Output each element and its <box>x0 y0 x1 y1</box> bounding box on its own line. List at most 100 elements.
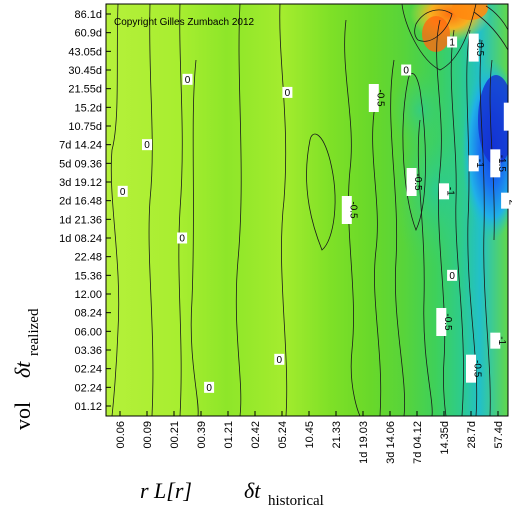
x-tick-label: 02.42 <box>250 421 262 449</box>
contour-label: -0.5 <box>436 308 453 336</box>
contour-label-text: -1.5 <box>496 155 507 173</box>
y-tick-label: 86.1d <box>74 9 102 21</box>
contour-label-bg <box>274 353 285 365</box>
x-axis-prefix: r L[r] <box>140 478 192 503</box>
y-tick-label: 03.36 <box>74 345 102 357</box>
x-tick-label: 10.45 <box>304 421 316 449</box>
contour-label-bg <box>142 139 152 151</box>
contour-label-bg <box>439 183 449 200</box>
contour-label: 0 <box>447 269 458 282</box>
contour-label: -0.5 <box>466 354 483 383</box>
contour-label-text: 0 <box>449 271 455 282</box>
contour-label: -0.5 <box>341 196 358 224</box>
contour-label: 0 <box>204 381 215 394</box>
contour-label-bg <box>117 185 128 197</box>
x-axis-title: r L[r] δt historical <box>140 478 324 509</box>
contour-label: 1 <box>447 36 458 49</box>
contour-label-bg <box>447 36 458 48</box>
y-tick-label: 15.2d <box>74 102 102 114</box>
contour-label: 0 <box>117 185 128 198</box>
contour-label-bg <box>447 269 458 281</box>
contour-label-bg <box>501 192 512 209</box>
contour-label-bg <box>468 33 479 62</box>
contour-label-text: 0 <box>285 88 291 99</box>
contour-label: -0.5 <box>468 33 485 62</box>
x-tick-label: 57.4d <box>493 421 505 449</box>
y-tick-label: 06.00 <box>74 326 102 338</box>
y-tick-label: 2d 16.48 <box>59 196 102 208</box>
x-tick-label: 00.39 <box>196 421 208 449</box>
contour-label: -1.5 <box>490 149 507 178</box>
y-tick-label: 1d 21.36 <box>59 214 102 226</box>
contour-label-text: -0.5 <box>442 313 453 331</box>
x-tick-label: 1d 19.03 <box>358 421 370 464</box>
y-tick-label: 12.00 <box>74 289 102 301</box>
contour-label: 0 <box>274 353 285 366</box>
contour-label-text: 0 <box>206 383 212 394</box>
contour-label-text: -1 <box>474 159 485 168</box>
contour-lines <box>110 4 508 416</box>
contour-label-bg <box>282 86 293 98</box>
contour-label-text: -0.5 <box>472 360 483 378</box>
contour-label-text: -1 <box>496 336 507 345</box>
x-tick-label: 00.21 <box>169 421 181 449</box>
contour-label: 0 <box>182 73 193 86</box>
contour-label: -2 <box>501 192 512 209</box>
x-axis-ticks: 00.06 00.09 00.21 00.39 01.21 02.42 05.24 10.45… <box>115 411 505 464</box>
contour-label-bg <box>406 168 417 196</box>
copyright-text: Copyright Gilles Zumbach 2012 <box>114 17 255 28</box>
contour-label: -1 <box>490 332 507 349</box>
contour-label-text: -0.5 <box>347 201 358 219</box>
contour-label-bg <box>490 332 501 349</box>
y-tick-label: 1d 08.24 <box>59 233 102 245</box>
y-tick-label: 02.24 <box>74 364 102 376</box>
x-tick-label: 28.7d <box>466 421 478 449</box>
contour-label-text: -0.5 <box>474 39 485 57</box>
y-axis-subscript: realized <box>26 308 42 356</box>
contour-label: -0.5 <box>368 84 385 112</box>
contour-label-bg <box>490 149 501 178</box>
y-tick-label: 01.12 <box>74 401 102 413</box>
contour-label: -0.5 <box>406 168 423 196</box>
y-tick-label: 10.75d <box>68 121 102 133</box>
contour-label-bg <box>436 308 447 336</box>
contour-label-bg <box>466 354 476 383</box>
contour-label-text: 1 <box>449 38 455 49</box>
y-tick-label: 3d 19.12 <box>59 177 102 189</box>
x-tick-label: 3d 14.06 <box>385 421 397 464</box>
contour-label-bg <box>177 232 188 244</box>
contour-label-bg <box>341 196 352 224</box>
contour-label-text: 0 <box>144 140 150 151</box>
y-tick-label: 02.24 <box>74 382 102 394</box>
y-tick-label: 43.05d <box>68 46 102 58</box>
contour-label-text: -1 <box>445 187 456 196</box>
y-tick-label: 60.9d <box>74 28 102 40</box>
y-axis-ticks: 86.1d 60.9d 43.05d 30.45d 21.55d 15.2d 10.75d 7… <box>59 9 111 413</box>
x-tick-label: 21.33 <box>331 421 343 449</box>
contour-label-bg <box>401 64 412 76</box>
x-axis-subscript: historical <box>268 493 324 509</box>
contour-label: 0 <box>142 139 152 151</box>
contour-label: -1 <box>468 155 485 172</box>
contour-label-text: -3.5 <box>509 108 512 126</box>
plot-frame <box>105 3 509 417</box>
contour-label-text: -2 <box>507 196 512 205</box>
contour-label: 0 <box>401 64 412 77</box>
contour-label-text: 0 <box>277 355 283 366</box>
contour-label-text: -0.5 <box>412 173 423 191</box>
y-axis-title: vol δt realized <box>10 308 42 430</box>
heatmap-field <box>106 4 508 416</box>
x-tick-label: 7d 04.12 <box>412 421 424 464</box>
y-tick-label: 5d 09.36 <box>59 158 102 170</box>
y-tick-label: 15.36 <box>74 270 102 282</box>
x-tick-label: 05.24 <box>277 421 289 449</box>
x-tick-label: 00.06 <box>115 421 127 449</box>
x-tick-label: 01.21 <box>223 421 235 449</box>
contour-label-bg <box>204 381 215 393</box>
contour-label-bg <box>468 155 479 172</box>
contour-label: -1 <box>439 183 456 200</box>
y-tick-label: 30.45d <box>68 65 102 77</box>
x-tick-label: 14.35d <box>439 421 451 455</box>
y-tick-label: 21.55d <box>68 84 102 96</box>
